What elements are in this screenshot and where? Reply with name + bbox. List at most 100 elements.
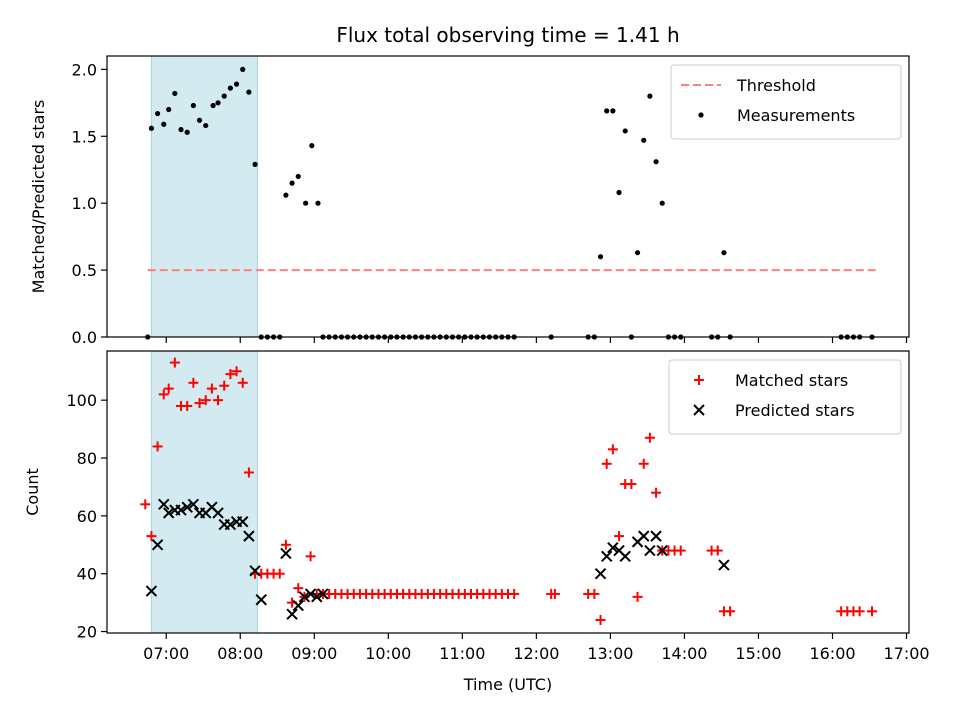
legend-matched-swatch <box>694 375 704 385</box>
predicted-point <box>224 518 237 531</box>
predicted-point <box>607 541 619 554</box>
predicted-point <box>594 568 607 580</box>
matched-point <box>188 377 199 388</box>
chart-title: Flux total observing time = 1.41 h <box>336 23 679 47</box>
x-tick-label: 12:00 <box>513 644 559 663</box>
measurement-point <box>190 102 196 109</box>
legend-label: Matched stars <box>735 371 848 390</box>
measurement-point <box>221 93 227 99</box>
measurement-point <box>309 143 315 149</box>
matched-point <box>509 588 520 599</box>
measurement-point <box>616 189 622 196</box>
measurement-point <box>246 89 252 95</box>
matched-point <box>194 398 205 409</box>
top-y-axis-label: Matched/Predicted stars <box>29 100 48 294</box>
legend-box <box>668 359 902 435</box>
observing-window-shade <box>150 350 259 634</box>
y-tick-label: 60 <box>77 507 97 526</box>
series-predicted-stars <box>145 498 730 620</box>
matched-point <box>140 499 151 510</box>
predicted-point <box>650 530 662 542</box>
axes-frame <box>106 55 910 338</box>
matched-point <box>213 395 224 406</box>
predicted-point <box>175 504 187 516</box>
predicted-point <box>255 594 267 606</box>
measurement-point <box>210 102 216 109</box>
x-tick-label: 08:00 <box>217 644 263 663</box>
predicted-point <box>212 507 224 519</box>
measurement-point <box>622 128 628 134</box>
measurement-point <box>659 200 665 206</box>
measurement-point <box>289 180 295 186</box>
legend-measurement-swatch <box>698 112 704 118</box>
matched-point <box>293 583 304 594</box>
matched-point <box>601 458 612 469</box>
y-tick-label: 100 <box>66 391 97 410</box>
matched-point <box>638 458 649 469</box>
legend-box <box>670 64 902 140</box>
y-tick-label: 40 <box>77 565 97 584</box>
x-tick-label: 10:00 <box>365 644 411 663</box>
matched-point <box>231 366 242 377</box>
matched-point <box>225 369 236 380</box>
legend-label: Predicted stars <box>735 401 855 420</box>
legend-label: Measurements <box>737 106 855 125</box>
x-tick-label: 11:00 <box>439 644 485 663</box>
legend: Threshold Measurements <box>670 64 902 140</box>
measurement-point <box>227 85 233 91</box>
measurement-point <box>178 126 184 133</box>
x-tick-label: 16:00 <box>809 644 855 663</box>
matched-point <box>644 432 655 443</box>
measurement-point <box>641 137 647 143</box>
measurement-point <box>303 200 309 206</box>
y-tick-label: 1.0 <box>72 194 97 213</box>
predicted-point <box>292 599 304 612</box>
matched-point <box>675 545 686 556</box>
matched-point <box>280 539 291 550</box>
matched-point <box>206 383 217 394</box>
predicted-point <box>317 588 329 600</box>
bottom-y-axis-label: Count <box>23 468 42 516</box>
legend-predicted-swatch <box>693 404 705 416</box>
predicted-point <box>619 550 631 563</box>
matched-point <box>158 389 169 400</box>
measurement-point <box>154 110 161 117</box>
predicted-point <box>644 544 656 557</box>
matched-point <box>626 479 637 490</box>
matched-point <box>725 606 736 617</box>
measurement-point <box>252 161 258 167</box>
measurement-point <box>233 81 240 87</box>
x-tick-label: 14:00 <box>661 644 707 663</box>
y-tick-label: 0.0 <box>72 328 97 347</box>
ratio-panel: 0.0 0.5 1.0 1.5 2.0 Threshold Measurements <box>72 55 910 347</box>
measurement-point <box>161 121 167 127</box>
predicted-point <box>151 539 164 551</box>
measurement-point <box>172 90 178 97</box>
predicted-point <box>158 498 170 510</box>
x-tick-label: 07:00 <box>143 644 189 663</box>
y-tick-label: 0.5 <box>72 261 97 280</box>
count-panel: 20 40 60 80 100 07:00 08:00 09:00 10:00 11:00 12:0… <box>66 350 930 663</box>
x-axis-label: Time (UTC) <box>463 675 552 694</box>
matched-point <box>614 531 625 542</box>
predicted-point <box>298 591 311 603</box>
observing-window-shade <box>150 55 259 338</box>
y-tick-label: 2.0 <box>72 60 97 79</box>
measurement-point <box>610 108 616 114</box>
matched-point <box>182 400 193 411</box>
y-tick-label: 1.5 <box>72 127 97 146</box>
matched-point <box>237 377 248 388</box>
measurement-point <box>634 250 641 256</box>
measurement-point <box>215 100 221 106</box>
measurement-point <box>184 129 190 135</box>
matched-point <box>152 441 163 452</box>
matched-point <box>549 588 560 599</box>
measurement-point <box>148 125 155 131</box>
measurement-point <box>166 106 172 113</box>
matched-point <box>146 531 157 542</box>
x-tick-label: 17:00 <box>883 644 929 663</box>
matched-point <box>712 545 723 556</box>
measurement-point <box>203 122 209 129</box>
x-tick-label: 09:00 <box>291 644 337 663</box>
